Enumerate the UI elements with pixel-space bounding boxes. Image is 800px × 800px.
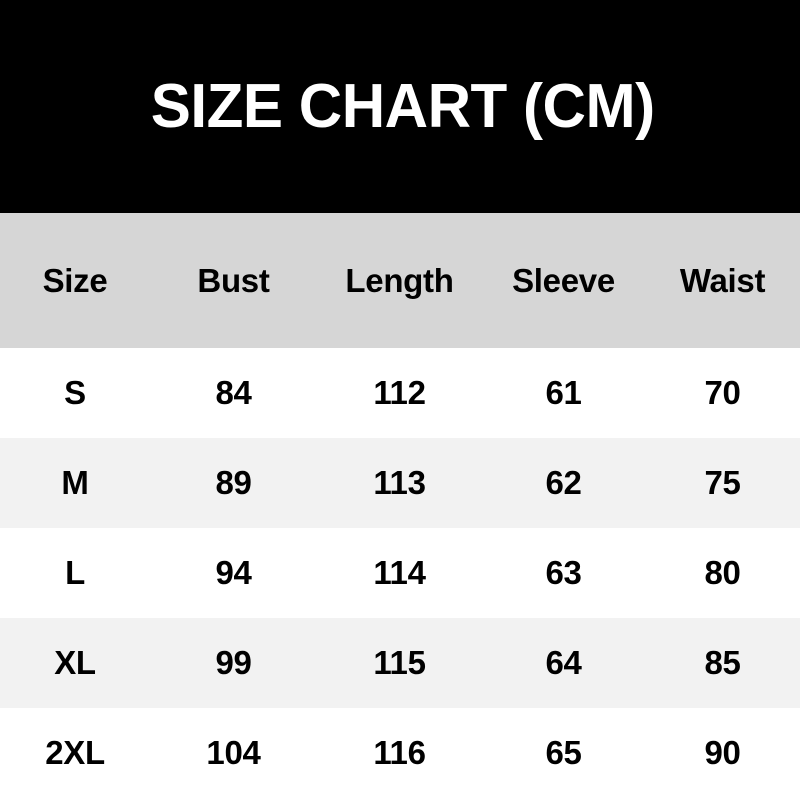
cell-length: 112 (373, 374, 426, 411)
column-header-bust: Bust (197, 261, 270, 299)
cell-size: S (64, 374, 86, 411)
table-header: Size Bust Length Sleeve Waist (0, 213, 800, 348)
column-header-sleeve: Sleeve (512, 261, 615, 299)
cell-length: 115 (373, 644, 426, 681)
table-row: S 84 112 61 70 (0, 348, 800, 438)
cell-length: 114 (373, 554, 426, 591)
cell-waist: 70 (704, 374, 741, 411)
cell-waist: 85 (704, 644, 741, 681)
cell-length: 116 (373, 734, 426, 771)
cell-sleeve: 62 (545, 464, 582, 501)
table-row: M 89 113 62 75 (0, 438, 800, 528)
page-title: SIZE CHART (CM) (151, 71, 655, 141)
cell-size: M (61, 464, 89, 501)
table-header-row: Size Bust Length Sleeve Waist (0, 213, 800, 348)
size-chart-table: Size Bust Length Sleeve Waist S 84 112 6… (0, 213, 800, 798)
table-row: XL 99 115 64 85 (0, 618, 800, 708)
column-header-length: Length (345, 261, 454, 299)
column-header-size: Size (42, 261, 108, 299)
cell-length: 113 (373, 464, 426, 501)
cell-size: 2XL (45, 734, 105, 771)
cell-bust: 94 (215, 554, 252, 591)
cell-sleeve: 64 (545, 644, 582, 681)
table-row: L 94 114 63 80 (0, 528, 800, 618)
title-banner: SIZE CHART (CM) (0, 0, 800, 213)
cell-waist: 90 (704, 734, 741, 771)
cell-size: L (65, 554, 85, 591)
cell-bust: 104 (206, 734, 261, 771)
column-header-waist: Waist (679, 261, 766, 299)
table-body: S 84 112 61 70 M 89 113 62 75 L 94 114 6… (0, 348, 800, 798)
cell-sleeve: 65 (545, 734, 582, 771)
cell-waist: 80 (704, 554, 741, 591)
cell-sleeve: 63 (545, 554, 582, 591)
cell-size: XL (54, 644, 96, 681)
cell-waist: 75 (704, 464, 741, 501)
table-row: 2XL 104 116 65 90 (0, 708, 800, 798)
cell-bust: 99 (215, 644, 252, 681)
cell-bust: 84 (215, 374, 252, 411)
cell-bust: 89 (215, 464, 252, 501)
cell-sleeve: 61 (545, 374, 582, 411)
